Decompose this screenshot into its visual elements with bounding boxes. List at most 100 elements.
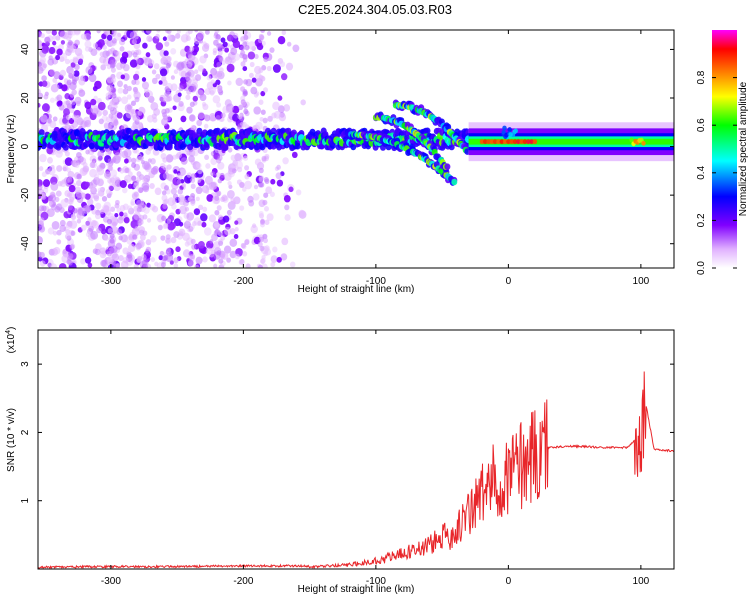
noise-streak-point — [110, 67, 116, 73]
noise-point — [116, 112, 123, 119]
noise-streak-point — [243, 90, 248, 96]
noise-point — [80, 258, 86, 265]
noise-point — [47, 227, 55, 235]
noise-point — [254, 54, 259, 60]
noise-point — [90, 98, 97, 106]
noise-point — [178, 221, 184, 227]
noise-streak-point — [68, 72, 73, 79]
noise-point — [60, 198, 69, 208]
noise-point — [141, 77, 147, 82]
spectrogram-y-label: 40 — [20, 43, 31, 55]
noise-point — [175, 32, 181, 39]
noise-point — [291, 151, 298, 159]
noise-point — [73, 70, 80, 77]
noise-point — [69, 44, 77, 53]
noise-streak-point — [137, 110, 143, 116]
noise-point — [68, 184, 76, 193]
noise-streak-point — [216, 43, 222, 49]
noise-point — [59, 219, 66, 227]
noise-point — [145, 239, 152, 246]
noise-point — [76, 173, 82, 180]
noise-streak-point — [243, 108, 249, 115]
noise-streak-point — [107, 228, 113, 234]
noise-point — [154, 187, 162, 196]
spectrogram-x-ticks: -300 -200 -100 0 100 — [101, 30, 650, 287]
noise-point — [145, 30, 152, 34]
noise-point — [178, 196, 187, 206]
noise-point — [117, 32, 122, 38]
noise-point — [259, 116, 264, 122]
noise-streak-point — [217, 87, 222, 93]
noise-point — [41, 171, 47, 178]
noise-point — [145, 148, 152, 155]
noise-point — [98, 118, 104, 125]
noise-point — [145, 248, 150, 254]
noise-streak-point — [190, 124, 196, 131]
noise-streak-point — [109, 177, 115, 183]
noise-point — [237, 156, 243, 162]
noise-point — [51, 220, 60, 230]
noise-streak-point — [258, 67, 264, 74]
noise-point — [266, 31, 272, 36]
noise-point — [110, 245, 118, 254]
noise-point — [57, 100, 63, 106]
noise-point — [124, 174, 132, 183]
noise-streak-point — [133, 88, 139, 95]
noise-point — [178, 85, 184, 92]
noise-point — [109, 169, 118, 178]
noise-streak-point — [190, 159, 196, 166]
noise-streak-point — [260, 219, 265, 225]
noise-streak-point — [135, 244, 141, 251]
noise-point — [122, 187, 128, 194]
noise-point — [173, 169, 178, 174]
colorbar: 0.0 0.2 0.4 0.6 0.8 Normalized spectral ampl… — [696, 30, 749, 275]
noise-streak-point — [239, 45, 245, 52]
noise-streak-point — [112, 30, 118, 35]
noise-point — [282, 157, 289, 165]
noise-point — [202, 206, 208, 212]
snr-y-label: 2 — [20, 429, 31, 435]
noise-point — [202, 256, 208, 263]
noise-streak-point — [239, 205, 245, 211]
noise-point — [114, 177, 121, 184]
noise-streak-point — [218, 258, 224, 264]
noise-point — [120, 260, 129, 268]
noise-point — [234, 227, 239, 232]
noise-point — [97, 39, 106, 48]
spectrogram-y-label: Frequency (Hz) — [6, 115, 17, 184]
colorbar-ticks: 0.0 0.2 0.4 0.6 0.8 — [696, 70, 737, 275]
band-steady-point — [641, 140, 646, 146]
noise-streak-point — [218, 67, 224, 73]
noise-streak-point — [240, 101, 246, 107]
band-steady-point — [516, 139, 521, 145]
noise-point — [55, 54, 61, 61]
noise-point — [146, 35, 153, 43]
noise-point — [289, 261, 296, 268]
noise-streak-point — [161, 76, 166, 82]
noise-point — [283, 104, 291, 112]
noise-point — [226, 63, 235, 73]
noise-point — [84, 101, 92, 110]
noise-point — [275, 172, 282, 180]
noise-streak-point — [242, 251, 248, 257]
noise-point — [51, 30, 57, 36]
noise-streak-point — [264, 206, 269, 212]
noise-point — [95, 243, 102, 251]
noise-streak-point — [67, 40, 73, 46]
snr-x-label: -300 — [101, 576, 121, 587]
noise-streak-point — [237, 166, 243, 173]
noise-point — [57, 180, 63, 187]
noise-point — [208, 214, 217, 223]
noise-streak-point — [263, 56, 269, 63]
noise-point — [247, 195, 254, 203]
noise-point — [211, 233, 218, 242]
noise-point — [39, 56, 46, 64]
band-steady-point — [502, 139, 508, 145]
noise-streak-point — [67, 192, 72, 198]
noise-point — [152, 205, 159, 213]
noise-point — [179, 205, 187, 215]
snr-x-label: Height of straight line (km) — [298, 584, 415, 595]
noise-streak-point — [259, 245, 265, 252]
noise-point — [220, 37, 226, 43]
snr-y-label: 1 — [20, 497, 31, 503]
